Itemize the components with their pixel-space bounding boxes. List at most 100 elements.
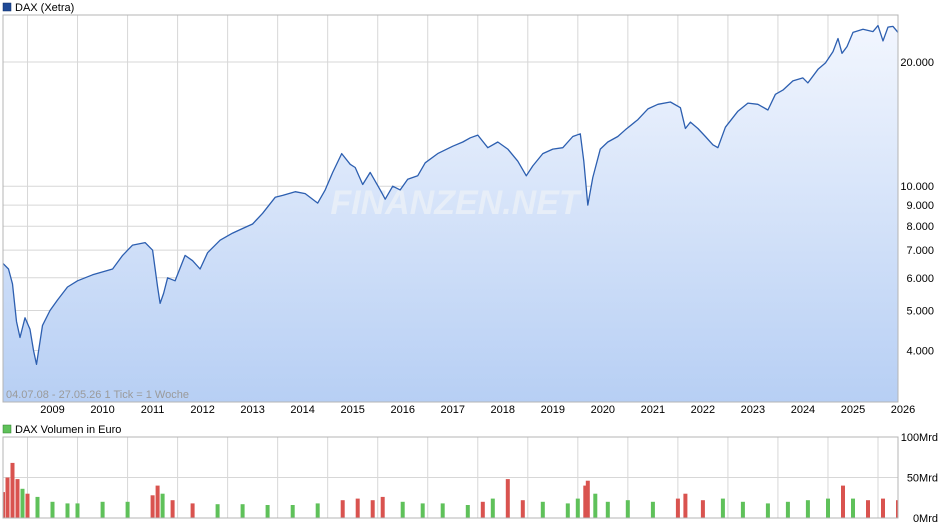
volume-bar xyxy=(480,501,485,518)
volume-bar xyxy=(265,505,270,518)
volume-bar xyxy=(683,493,688,518)
volume-legend-swatch xyxy=(2,424,12,434)
volume-bar xyxy=(896,500,898,518)
volume-bar xyxy=(826,498,830,518)
volume-bar xyxy=(593,493,598,518)
x-tick-label: 2026 xyxy=(891,404,915,416)
volume-bars xyxy=(3,462,898,518)
x-tick-label: 2024 xyxy=(791,404,815,416)
volume-bar xyxy=(520,500,525,518)
volume-bar xyxy=(170,500,175,518)
volume-bar xyxy=(25,493,30,518)
volume-bar xyxy=(720,498,725,518)
price-area xyxy=(3,25,898,402)
volume-bar xyxy=(740,501,745,518)
volume-bar xyxy=(3,492,5,518)
volume-bar xyxy=(675,498,680,518)
volume-bar xyxy=(866,500,870,518)
volume-bar xyxy=(605,501,610,518)
price-panel: DAX (Xetra) FINANZEN.NET 04.07.08 - 27.0… xyxy=(2,2,934,416)
period-caption: 04.07.08 - 27.05.26 1 Tick = 1 Woche xyxy=(6,389,189,401)
x-tick-label: 2011 xyxy=(141,404,165,416)
watermark: FINANZEN.NET xyxy=(330,184,583,222)
volume-bar xyxy=(881,498,885,518)
volume-bar xyxy=(240,504,245,518)
x-tick-label: 2019 xyxy=(541,404,565,416)
x-tick-label: 2016 xyxy=(390,404,414,416)
volume-bar xyxy=(125,501,130,518)
volume-bar xyxy=(785,501,790,518)
price-frame xyxy=(2,14,899,403)
x-tick-label: 2013 xyxy=(240,404,264,416)
volume-legend-label: DAX Volumen in Euro xyxy=(15,424,121,436)
x-tick-label: 2022 xyxy=(691,404,715,416)
volume-bar xyxy=(805,500,810,518)
volume-y-tick-label: 0Mrd xyxy=(913,513,938,525)
volume-bar xyxy=(505,479,510,518)
volume-bar xyxy=(20,488,25,518)
volume-bar xyxy=(35,496,40,518)
volume-bar xyxy=(150,495,155,518)
x-tick-label: 2014 xyxy=(290,404,314,416)
volume-bar xyxy=(440,503,445,518)
volume-bar xyxy=(5,477,10,518)
volume-frame xyxy=(2,436,899,519)
y-tick-label: 6.000 xyxy=(906,273,934,285)
volume-bar xyxy=(585,480,590,518)
volume-bar xyxy=(841,485,845,518)
volume-y-tick-label: 50Mrd xyxy=(907,473,938,485)
x-tick-label: 2009 xyxy=(40,404,64,416)
volume-bar xyxy=(490,498,495,518)
volume-bar xyxy=(160,493,165,518)
volume-y-tick-label: 100Mrd xyxy=(901,432,938,444)
volume-bar xyxy=(355,498,360,518)
volume-bar xyxy=(380,496,385,518)
volume-bar xyxy=(625,500,630,518)
x-tick-label: 2017 xyxy=(441,404,465,416)
volume-bar xyxy=(215,504,220,518)
x-tick-label: 2021 xyxy=(641,404,665,416)
y-tick-label: 10.000 xyxy=(900,181,934,193)
volume-bar xyxy=(400,501,405,518)
volume-bar xyxy=(10,462,15,518)
x-tick-label: 2018 xyxy=(491,404,515,416)
volume-y-axis: 0Mrd 50Mrd 100Mrd xyxy=(901,432,938,525)
volume-bar xyxy=(290,505,295,518)
price-y-axis: 4.000 5.000 6.000 7.000 8.000 9.000 10.000 20.0… xyxy=(900,57,934,357)
x-tick-label: 2020 xyxy=(591,404,615,416)
volume-bar xyxy=(370,500,375,518)
volume-bar xyxy=(340,500,345,518)
volume-bar xyxy=(650,501,655,518)
volume-bar xyxy=(190,503,195,518)
y-tick-label: 5.000 xyxy=(906,305,934,317)
y-tick-label: 7.000 xyxy=(906,245,934,257)
volume-bar xyxy=(765,503,770,518)
price-legend-swatch xyxy=(2,2,12,12)
y-tick-label: 8.000 xyxy=(906,221,934,233)
volume-bar xyxy=(465,505,470,518)
volume-panel: DAX Volumen in Euro 0Mrd 50Mrd 100Mrd xyxy=(2,424,938,525)
volume-bar xyxy=(315,503,320,518)
y-tick-label: 4.000 xyxy=(906,345,934,357)
volume-bar xyxy=(700,500,705,518)
y-tick-label: 9.000 xyxy=(906,200,934,212)
y-tick-label: 20.000 xyxy=(900,57,934,69)
volume-bar xyxy=(50,501,55,518)
volume-bar xyxy=(565,503,570,518)
volume-bar xyxy=(575,498,580,518)
volume-bar xyxy=(583,485,588,518)
volume-bar xyxy=(420,503,425,518)
x-tick-label: 2015 xyxy=(340,404,364,416)
x-tick-label: 2012 xyxy=(190,404,214,416)
volume-bar xyxy=(65,503,70,518)
volume-bar xyxy=(15,479,20,518)
x-tick-label: 2023 xyxy=(741,404,765,416)
volume-bar xyxy=(540,501,545,518)
price-x-axis: 2009 2010 2011 2012 2013 2014 2015 2016 2017 2018… xyxy=(40,404,915,416)
volume-bar xyxy=(100,501,105,518)
price-legend-label: DAX (Xetra) xyxy=(15,2,74,14)
volume-bar xyxy=(851,498,855,518)
x-tick-label: 2010 xyxy=(90,404,114,416)
x-tick-label: 2025 xyxy=(841,404,865,416)
